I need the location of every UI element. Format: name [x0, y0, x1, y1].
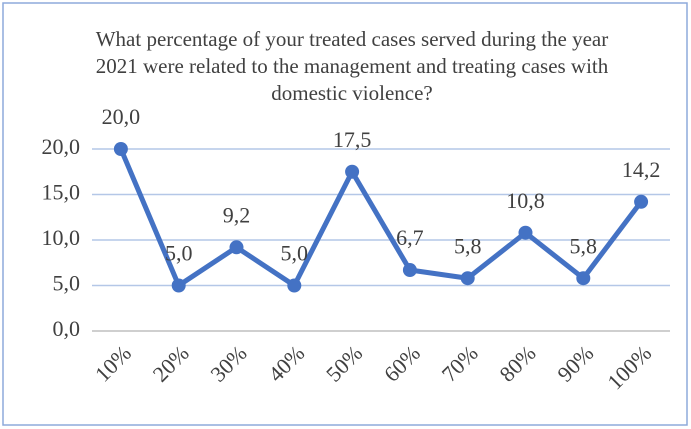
x-tick-label: 20%	[148, 340, 194, 386]
data-label: 5,0	[165, 241, 193, 266]
y-tick-label: 15,0	[42, 180, 81, 205]
x-tick-label: 40%	[263, 340, 309, 386]
data-label: 9,2	[223, 202, 251, 227]
y-tick-label: 10,0	[42, 225, 81, 250]
x-tick-label: 10%	[90, 340, 136, 386]
data-label: 17,5	[333, 127, 372, 152]
x-tick-label: 30%	[205, 340, 251, 386]
data-label: 10,8	[506, 188, 545, 213]
data-point	[113, 142, 128, 156]
data-label: 5,8	[570, 233, 598, 258]
x-tick-label: 70%	[437, 340, 483, 386]
data-label: 5,0	[281, 241, 309, 266]
data-label: 20,0	[102, 104, 141, 129]
data-label: 5,8	[454, 233, 482, 258]
y-tick-label: 20,0	[42, 134, 81, 159]
data-point	[518, 225, 533, 240]
x-tick-label: 100%	[602, 340, 656, 394]
x-tick-label: 60%	[379, 340, 425, 386]
data-point	[171, 278, 186, 293]
x-tick-label: 90%	[552, 340, 598, 386]
x-tick-label: 50%	[321, 340, 367, 386]
data-point	[576, 271, 591, 286]
data-point	[345, 164, 360, 179]
data-point	[287, 278, 302, 293]
data-label: 6,7	[396, 225, 424, 250]
data-point	[634, 194, 649, 209]
data-point	[229, 240, 244, 255]
data-label: 14,2	[622, 157, 661, 182]
data-point	[460, 271, 475, 286]
series-line	[118, 148, 644, 288]
data-point	[402, 263, 417, 278]
y-tick-label: 5,0	[53, 271, 81, 296]
x-tick-label: 80%	[494, 340, 540, 386]
y-tick-label: 0,0	[53, 316, 81, 341]
chart-title: What percentage of your treated cases se…	[95, 27, 609, 105]
